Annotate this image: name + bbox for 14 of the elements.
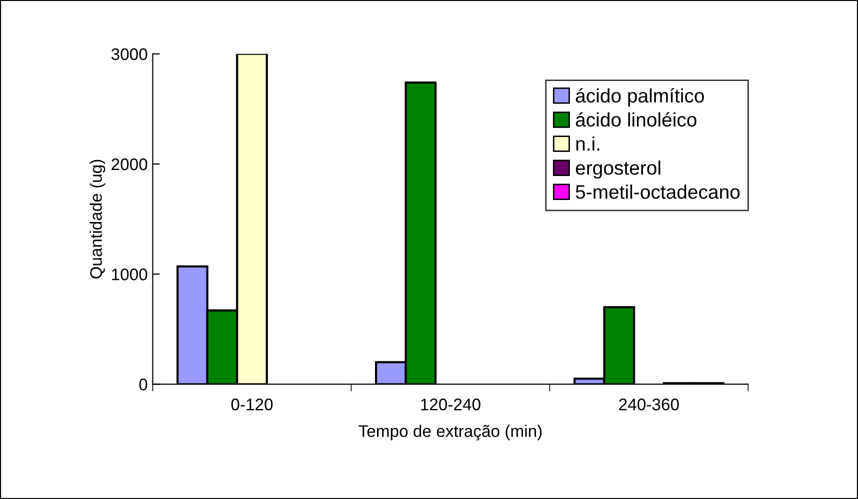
x-tick-label: 120-240 (421, 398, 480, 410)
legend-label: n.i. (576, 136, 600, 151)
y-tick-label: 2000 (112, 158, 148, 170)
y-tick-label: 3000 (111, 48, 148, 60)
x-axis-title: Tempo de extração (min) (358, 424, 542, 440)
legend-label: ergosterol (576, 160, 660, 179)
x-tick-label: 240-360 (619, 398, 679, 410)
y-axis-title: Quantidade (ug) (90, 160, 106, 278)
y-tick-label: 0 (139, 378, 148, 390)
legend-label: ácido palmítico (576, 88, 704, 106)
x-tick-label: 0-120 (231, 398, 273, 410)
y-tick-label: 1000 (112, 268, 148, 280)
legend-label: ácido linoléico (576, 112, 696, 127)
legend-label: 5-metil-octadecano (576, 184, 740, 199)
